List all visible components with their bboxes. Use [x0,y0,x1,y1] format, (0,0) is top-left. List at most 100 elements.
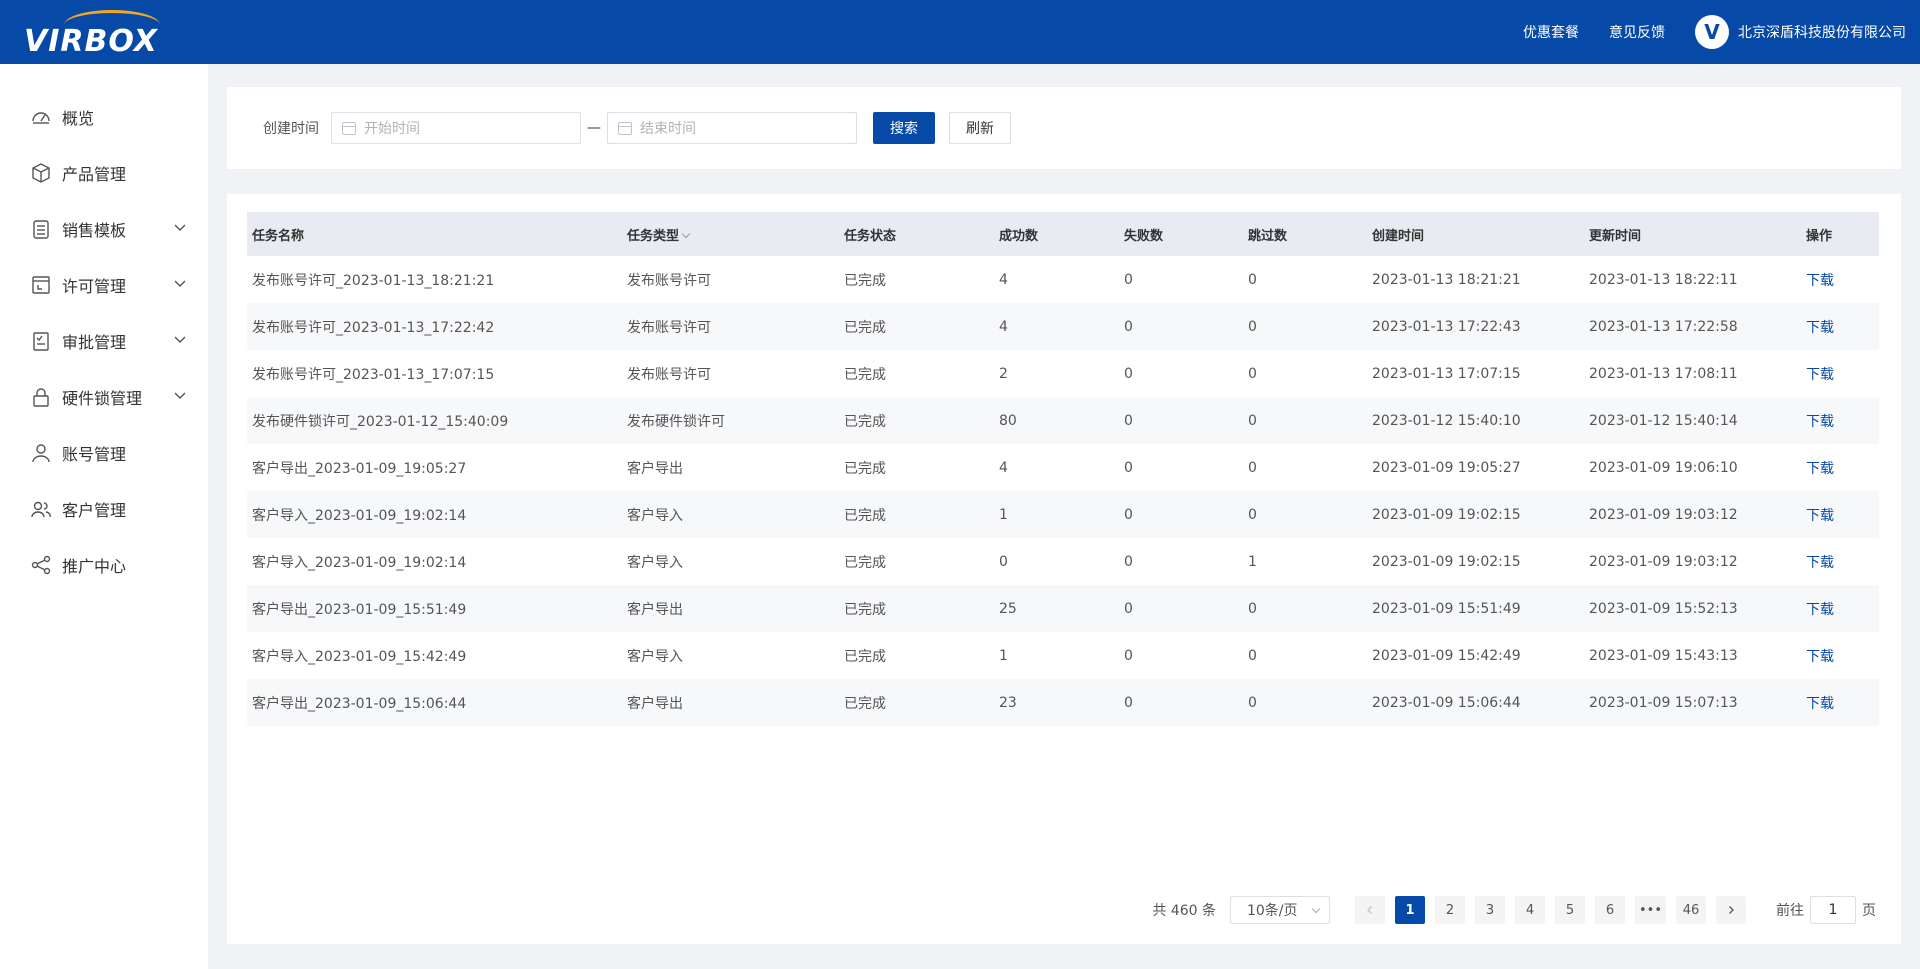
page-button-4[interactable]: 4 [1514,896,1545,924]
sidebar-item-overview[interactable]: 概览 [0,89,208,145]
failure-count-cell: 0 [1119,303,1243,350]
download-link[interactable]: 下载 [1806,460,1834,477]
download-link[interactable]: 下载 [1801,585,1879,632]
download-link[interactable]: 下载 [1801,491,1879,538]
chevron-down-icon[interactable] [172,332,188,348]
table-row: 客户导入_2023-01-09_15:42:49 客户导入 已完成 1 0 0 2023-0… [247,632,1879,679]
sidebar-item-customers[interactable]: 客户管理 [0,481,208,537]
top-header: VIRBOX 优惠套餐 意见反馈 V 北京深盾科技股份有限公司 [0,0,1920,64]
task-type-cell: 客户导入 [627,554,683,571]
lock-icon [30,386,52,408]
sidebar-item-approvals[interactable]: 审批管理 [0,313,208,369]
task-status-cell: 已完成 [844,554,886,571]
page-button-6[interactable]: 6 [1594,896,1625,924]
page-button-last[interactable]: 46 [1676,896,1706,924]
column-header-actions: 操作 [1801,212,1879,256]
logo-arc [64,10,160,40]
created-time-cell: 2023-01-12 15:40:10 [1367,397,1584,444]
table-header-row: 任务名称 任务类型 任务状态 成功数 失败数 跳过数 创建时间 更新时间 操作 [247,212,1879,256]
chevron-down-icon[interactable] [172,220,188,236]
chevron-down-icon[interactable] [172,276,188,292]
table-row: 客户导出_2023-01-09_15:51:49 客户导出 已完成 25 0 0 2023-… [247,585,1879,632]
failure-count-cell: 0 [1124,647,1133,664]
sidebar-item-accounts[interactable]: 账号管理 [0,425,208,481]
header-link-packages[interactable]: 优惠套餐 [1523,25,1579,41]
column-header-success-count: 成功数 [994,212,1119,256]
start-date-input[interactable]: 开始时间 [331,112,581,144]
refresh-button[interactable]: 刷新 [949,112,1011,144]
created-time-cell: 2023-01-09 15:42:49 [1372,647,1521,664]
calendar-icon [342,121,356,135]
company-logo-icon: V [1695,15,1729,49]
sidebar-item-label: 许可管理 [62,277,127,296]
created-time-cell: 2023-01-13 17:07:15 [1372,365,1521,382]
task-type-cell: 发布账号许可 [622,303,839,350]
success-count-cell: 4 [994,303,1119,350]
license-icon [30,274,52,296]
skipped-count-cell: 0 [1243,585,1367,632]
task-type-cell: 客户导出 [622,585,839,632]
table-row: 客户导入_2023-01-09_19:02:14 客户导入 已完成 1 0 0 2023-0… [247,491,1879,538]
chevron-down-icon[interactable] [172,388,188,404]
page-button-3[interactable]: 3 [1474,896,1505,924]
column-header-task-type[interactable]: 任务类型 [622,212,839,256]
header-link-feedback[interactable]: 意见反馈 [1609,25,1665,41]
sidebar: 概览 产品管理 销售模板 许可管理 审批管理 硬件锁管理 [0,64,208,969]
goto-page-input[interactable] [1810,896,1856,924]
download-link[interactable]: 下载 [1801,679,1879,726]
download-link[interactable]: 下载 [1801,303,1879,350]
sidebar-item-licenses[interactable]: 许可管理 [0,257,208,313]
task-name-cell: 客户导入_2023-01-09_19:02:14 [252,554,467,571]
success-count-cell: 4 [999,271,1008,288]
download-link[interactable]: 下载 [1806,554,1834,571]
sidebar-item-label: 销售模板 [62,221,127,240]
updated-time-cell: 2023-01-09 15:52:13 [1584,585,1801,632]
company-name: 北京深盾科技股份有限公司 [1738,25,1906,41]
download-link[interactable]: 下载 [1801,397,1879,444]
column-header-task-status: 任务状态 [839,212,994,256]
success-count-cell: 23 [994,679,1119,726]
column-header-skipped-count: 跳过数 [1243,212,1367,256]
task-status-cell: 已完成 [844,648,886,665]
task-name-cell: 客户导出_2023-01-09_19:05:27 [252,460,467,477]
success-count-cell: 1 [999,647,1008,664]
dashboard-icon [30,106,52,128]
pagination: 共 460 条 10条/页 1 2 3 4 5 6 ••• 46 前往 页 [1152,895,1876,925]
table-row: 客户导出_2023-01-09_15:06:44 客户导出 已完成 23 0 0 2023-… [247,679,1879,726]
user-icon [30,442,52,464]
sidebar-item-label: 概览 [62,109,95,128]
task-name-cell: 客户导出_2023-01-09_15:06:44 [247,679,622,726]
download-link[interactable]: 下载 [1806,272,1834,289]
sidebar-item-hardware-locks[interactable]: 硬件锁管理 [0,369,208,425]
page-button-5[interactable]: 5 [1554,896,1585,924]
page-button-1[interactable]: 1 [1394,896,1425,924]
success-count-cell: 1 [994,491,1119,538]
sidebar-item-products[interactable]: 产品管理 [0,145,208,201]
updated-time-cell: 2023-01-13 17:22:58 [1584,303,1801,350]
next-page-button[interactable] [1716,896,1746,924]
download-link[interactable]: 下载 [1806,648,1834,665]
download-link[interactable]: 下载 [1806,366,1834,383]
filter-chevron-icon[interactable] [681,229,691,238]
task-status-cell: 已完成 [844,460,886,477]
more-pages-button[interactable]: ••• [1634,896,1666,924]
task-name-cell: 发布账号许可_2023-01-13_17:22:42 [247,303,622,350]
page-size-select[interactable]: 10条/页 [1229,896,1330,924]
skipped-count-cell: 0 [1248,647,1257,664]
sidebar-item-label: 产品管理 [62,165,127,184]
task-status-cell: 已完成 [839,679,994,726]
task-table: 任务名称 任务类型 任务状态 成功数 失败数 跳过数 创建时间 更新时间 操作 … [247,212,1879,726]
skipped-count-cell: 0 [1243,303,1367,350]
virbox-logo[interactable]: VIRBOX [24,10,176,59]
sidebar-item-sales-templates[interactable]: 销售模板 [0,201,208,257]
success-count-cell: 0 [999,553,1008,570]
company-menu[interactable]: V 北京深盾科技股份有限公司 [1695,15,1906,49]
task-table-panel: 任务名称 任务类型 任务状态 成功数 失败数 跳过数 创建时间 更新时间 操作 … [227,194,1901,944]
total-count: 共 460 条 [1152,903,1216,919]
sidebar-item-promotion[interactable]: 推广中心 [0,537,208,593]
end-date-input[interactable]: 结束时间 [607,112,857,144]
prev-page-button[interactable] [1354,896,1385,924]
search-button[interactable]: 搜索 [873,112,935,144]
page-button-2[interactable]: 2 [1434,896,1465,924]
task-type-cell: 客户导出 [622,679,839,726]
